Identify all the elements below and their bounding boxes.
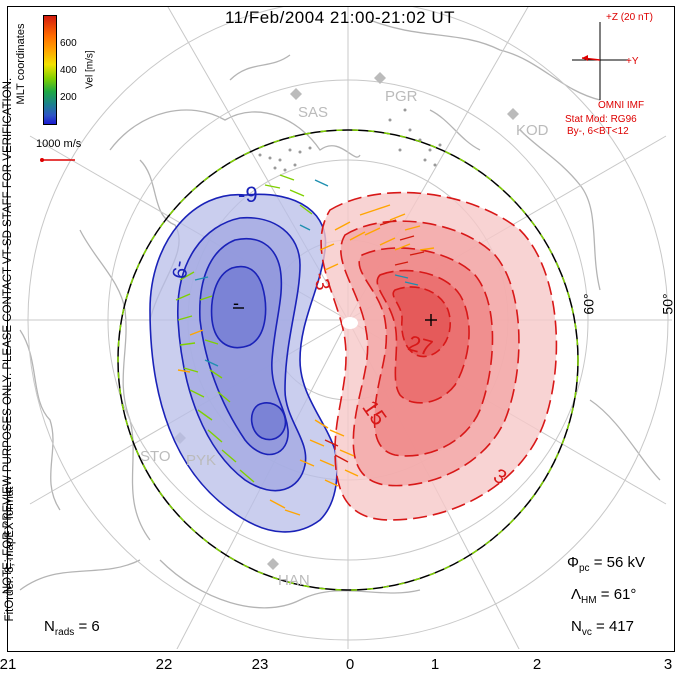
mlt-tick-1: 1 [430, 656, 440, 673]
side-note-fit-order: FitOrder: 8, mapEX format [4, 486, 16, 622]
site-marker-han [267, 558, 279, 570]
contour-label-neg9-left: -9 [167, 258, 192, 281]
mlt-tick-22: 22 [155, 656, 173, 673]
station-label-kod: KOD [516, 122, 549, 139]
positive-potential-cell [320, 191, 558, 521]
imf-bz-label: +Z (20 nT) [606, 12, 653, 23]
mlt-tick-23: 23 [251, 656, 269, 673]
imf-by-label: +Y [626, 56, 639, 67]
imf-clock [572, 22, 628, 100]
stat-n-rads: Nrads = 6 [44, 618, 100, 638]
coastlines [19, 19, 661, 609]
mlt-tick-0: 0 [345, 656, 355, 673]
gray-data-points [258, 108, 442, 172]
stat-n-vc: Nvc = 417 [571, 618, 634, 638]
station-label-pyk: PYK [186, 452, 217, 469]
imf-stat-mod-label: Stat Mod: RG96 [565, 114, 637, 125]
imf-by-bt-label: By-, 6<BT<12 [567, 126, 629, 137]
site-marker-sas [290, 88, 302, 100]
colorbar-tick-600: 600 [60, 38, 77, 49]
contour-label-neg9-top: -9 [238, 182, 258, 207]
reference-vector [40, 158, 75, 162]
reference-vector-label: 1000 m/s [36, 138, 82, 150]
hm-boundary-green [117, 129, 579, 591]
station-label-sto: STO [140, 448, 171, 465]
stat-phi-pc: Φpc = 56 kV [567, 554, 645, 574]
imf-omni-label: OMNI IMF [598, 100, 645, 111]
negative-potential-cell [149, 193, 338, 533]
site-marker-pgr [374, 72, 386, 84]
colorbar-tick-200: 200 [60, 92, 77, 103]
station-label-han: HAN [278, 572, 310, 589]
velocity-colorbar [43, 15, 57, 125]
colorbar-label: Vel [m/s] [84, 50, 96, 89]
station-label-pgr: PGR [385, 88, 418, 105]
mlt-coordinates-label: MLT coordinates [15, 23, 27, 105]
latitude-label-60: 60° [580, 293, 597, 315]
stat-lambda-hm: ΛHM = 61° [571, 586, 637, 606]
site-marker-kod [507, 108, 519, 120]
extrema-markers [233, 307, 437, 326]
map-frame [7, 6, 675, 652]
mlt-tick-21: 21 [0, 656, 17, 673]
colorbar-tick-400: 400 [60, 65, 77, 76]
center-white-blob [342, 317, 358, 329]
velocity-vectors [175, 174, 435, 516]
map-title: 11/Feb/2004 21:00-21:02 UT [224, 8, 456, 27]
contour-label-min-marker: - [233, 293, 239, 313]
latitude-label-50: 50° [659, 293, 676, 315]
mlt-tick-2: 2 [532, 656, 542, 673]
station-label-sas: SAS [298, 104, 329, 121]
mlt-tick-3: 3 [663, 656, 673, 673]
